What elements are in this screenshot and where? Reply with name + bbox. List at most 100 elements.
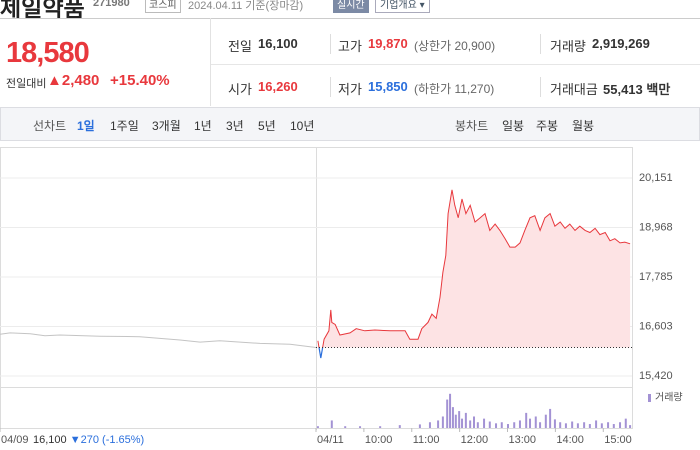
period-tab[interactable]: 1주일: [110, 119, 139, 133]
period-tab[interactable]: 5년: [258, 119, 276, 133]
volume-bar: [461, 418, 464, 428]
stock-name: 제일약품: [0, 0, 85, 21]
y-tick-label: 17,785: [639, 271, 673, 283]
x-tick-label: 15:00: [604, 434, 632, 446]
date: 2024.04.11 기준(장마감): [188, 0, 304, 12]
prev-close-price: 16,100: [33, 434, 67, 446]
stat-value: 16,100: [258, 36, 298, 51]
price-line: [0, 332, 317, 348]
volume-bar: [624, 418, 627, 428]
change: ▲2,480: [47, 72, 100, 89]
volume-legend-swatch: [648, 394, 651, 402]
volume-bar: [564, 423, 567, 428]
volume-bar: [379, 426, 382, 428]
stat-value: 55,413 백만: [603, 82, 671, 97]
market-badge: 코스피: [145, 0, 181, 13]
stock-code: 271980: [93, 0, 130, 9]
divider: [540, 34, 541, 54]
divider: [210, 18, 211, 106]
volume-bar: [441, 416, 444, 428]
candle-tab[interactable]: 주봉: [536, 119, 559, 133]
volume-bar: [458, 411, 461, 428]
volume-bar: [600, 423, 603, 428]
prev-close-rate: (-1.65%): [102, 434, 145, 446]
change-rate: +15.40%: [110, 72, 170, 89]
stat-value: 15,850: [368, 79, 408, 94]
x-tick-label: 04/09: [1, 434, 29, 446]
volume-bar: [518, 420, 521, 428]
volume-bar: [330, 420, 333, 428]
volume-bar: [483, 418, 486, 428]
volume-bar: [588, 424, 591, 428]
volume-bar: [446, 399, 449, 428]
volume-bar: [576, 423, 579, 428]
volume-bar: [476, 422, 479, 428]
volume-bar: [449, 393, 452, 428]
x-tick-label: 14:00: [556, 434, 584, 446]
volume-bar: [464, 412, 467, 428]
divider: [0, 18, 700, 19]
tab-bar: [0, 107, 700, 141]
current-price: 18,580: [6, 37, 90, 69]
volume-bar: [619, 422, 622, 428]
stat-note: (하한가 11,270): [414, 82, 495, 96]
volume-bar: [529, 418, 532, 428]
company-info-label: 기업개요: [380, 0, 417, 11]
volume-bar: [500, 422, 503, 428]
volume-bar: [559, 422, 562, 428]
volume-bar: [469, 420, 472, 428]
volume-bar: [539, 422, 542, 428]
volume-bar: [488, 421, 491, 428]
volume-bar: [454, 414, 457, 428]
tab-group-label: 선차트: [33, 119, 67, 133]
stat-value: 19,870: [368, 36, 408, 51]
volume-bar: [316, 426, 319, 428]
volume-bar: [428, 422, 431, 428]
volume-bar: [473, 416, 475, 428]
divider: [330, 77, 331, 97]
volume-bar: [549, 408, 552, 428]
x-tick-label: 11:00: [413, 434, 440, 446]
company-info-dropdown[interactable]: 기업개요 ▾: [375, 0, 430, 13]
x-tick-label: 04/11: [317, 434, 344, 446]
stat-label: 거래대금: [550, 82, 598, 97]
stat-value: 16,260: [258, 79, 298, 94]
candle-tab[interactable]: 월봉: [572, 119, 595, 133]
period-tab[interactable]: 10년: [290, 119, 315, 133]
y-tick-label: 15,420: [639, 370, 673, 382]
period-tab[interactable]: 3년: [226, 119, 244, 133]
chart: 15,420 16,603 17,785 18,968 20,151 04/09 04/11…: [0, 147, 683, 446]
volume-bar: [398, 425, 401, 428]
period-tab[interactable]: 1일: [77, 119, 95, 133]
stat-value: 2,919,269: [592, 36, 650, 51]
prev-close: 16,100 ▼270 (-1.65%): [33, 434, 144, 446]
period-tab[interactable]: 3개월: [152, 119, 181, 133]
tab-group-label: 봉차트: [455, 119, 489, 133]
y-tick-label: 18,968: [639, 221, 673, 233]
realtime-button[interactable]: 실시간: [333, 0, 369, 13]
volume-bar: [571, 421, 574, 428]
volume-bar: [418, 424, 421, 428]
area-fill: [317, 189, 631, 348]
volume-bar: [595, 420, 598, 428]
divider: [211, 64, 700, 65]
volume-legend: 거래량: [655, 392, 683, 404]
candle-tab[interactable]: 일봉: [502, 119, 525, 133]
volume-bar: [344, 426, 347, 428]
volume-bar: [437, 420, 440, 428]
stat-label: 시가: [228, 82, 252, 97]
stat-label: 거래량: [550, 39, 586, 54]
prev-close-change: ▼270: [69, 434, 99, 446]
volume-bar: [359, 426, 362, 428]
x-tick-label: 12:00: [461, 434, 489, 446]
volume-bar: [513, 422, 516, 428]
y-tick-label: 20,151: [639, 172, 673, 184]
volume-bar: [525, 412, 528, 428]
volume-bar: [495, 423, 498, 428]
volume-bar: [607, 422, 610, 428]
volume-bar: [451, 407, 454, 428]
y-tick-label: 16,603: [639, 320, 673, 332]
change-label: 전일대비: [6, 78, 47, 90]
period-tab[interactable]: 1년: [194, 119, 212, 133]
